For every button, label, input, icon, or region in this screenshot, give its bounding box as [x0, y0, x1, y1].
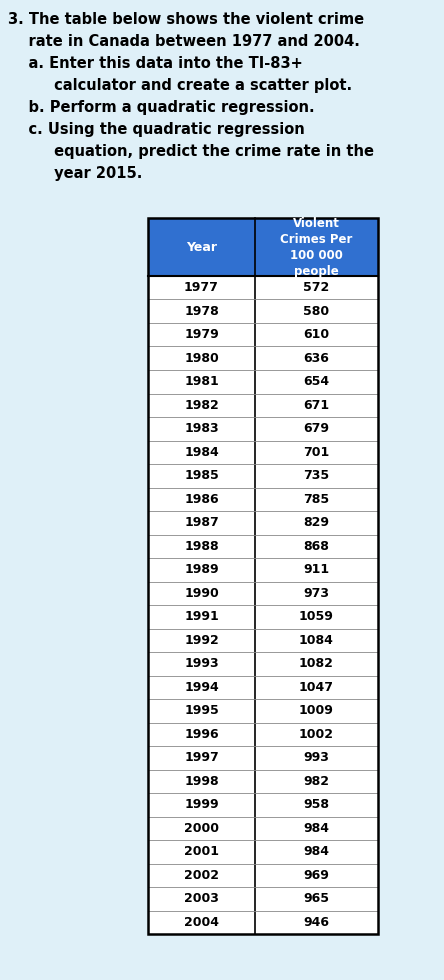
Text: 654: 654 — [303, 375, 329, 388]
Bar — [148, 487, 378, 511]
Bar — [148, 394, 378, 417]
Text: 701: 701 — [303, 446, 329, 459]
Text: b. Perform a quadratic regression.: b. Perform a quadratic regression. — [8, 100, 315, 115]
Bar — [148, 581, 378, 605]
Bar — [148, 511, 378, 534]
Text: 973: 973 — [304, 587, 329, 600]
Bar — [148, 300, 378, 323]
Text: 580: 580 — [303, 305, 329, 318]
Text: 969: 969 — [304, 868, 329, 882]
Text: 1980: 1980 — [184, 352, 219, 365]
Text: 1982: 1982 — [184, 399, 219, 412]
Text: c. Using the quadratic regression: c. Using the quadratic regression — [8, 122, 305, 137]
Bar — [148, 534, 378, 558]
Text: 2002: 2002 — [184, 868, 219, 882]
Bar — [148, 218, 378, 934]
Text: 946: 946 — [304, 915, 329, 929]
Text: 1084: 1084 — [299, 634, 334, 647]
Text: 785: 785 — [303, 493, 329, 506]
Bar — [148, 793, 378, 816]
Text: calculator and create a scatter plot.: calculator and create a scatter plot. — [8, 78, 352, 93]
Text: 911: 911 — [303, 564, 329, 576]
Text: 610: 610 — [303, 328, 329, 341]
Bar — [148, 699, 378, 722]
Text: a. Enter this data into the TI-83+: a. Enter this data into the TI-83+ — [8, 56, 303, 71]
Bar — [148, 746, 378, 769]
Text: Year: Year — [186, 240, 217, 254]
Text: 993: 993 — [304, 752, 329, 764]
Text: 1997: 1997 — [184, 752, 219, 764]
Text: 2000: 2000 — [184, 822, 219, 835]
Bar — [148, 722, 378, 746]
Text: Violent
Crimes Per
100 000
people: Violent Crimes Per 100 000 people — [280, 217, 353, 277]
Text: 1981: 1981 — [184, 375, 219, 388]
Bar — [148, 863, 378, 887]
Text: year 2015.: year 2015. — [8, 166, 143, 181]
Text: 1979: 1979 — [184, 328, 219, 341]
Text: 1987: 1987 — [184, 516, 219, 529]
Text: 1992: 1992 — [184, 634, 219, 647]
Text: 1978: 1978 — [184, 305, 219, 318]
Bar — [148, 816, 378, 840]
Text: 1082: 1082 — [299, 658, 334, 670]
Text: 1009: 1009 — [299, 705, 334, 717]
Bar — [148, 323, 378, 347]
Bar — [148, 276, 378, 300]
Text: 1986: 1986 — [184, 493, 219, 506]
Text: 1002: 1002 — [299, 728, 334, 741]
Bar — [148, 558, 378, 581]
Bar — [148, 887, 378, 910]
Text: 1990: 1990 — [184, 587, 219, 600]
Bar — [148, 370, 378, 394]
Text: equation, predict the crime rate in the: equation, predict the crime rate in the — [8, 144, 374, 159]
Text: 1988: 1988 — [184, 540, 219, 553]
Text: 1983: 1983 — [184, 422, 219, 435]
Bar — [148, 840, 378, 863]
Text: 1996: 1996 — [184, 728, 219, 741]
Text: 1984: 1984 — [184, 446, 219, 459]
Bar — [148, 605, 378, 628]
Text: 829: 829 — [304, 516, 329, 529]
Bar — [148, 769, 378, 793]
Text: 2003: 2003 — [184, 892, 219, 906]
Text: 1991: 1991 — [184, 611, 219, 623]
Bar — [148, 675, 378, 699]
Text: 679: 679 — [304, 422, 329, 435]
Text: 636: 636 — [304, 352, 329, 365]
Text: 1993: 1993 — [184, 658, 219, 670]
Text: 984: 984 — [304, 846, 329, 858]
Text: 984: 984 — [304, 822, 329, 835]
Text: 958: 958 — [304, 799, 329, 811]
Text: 3. The table below shows the violent crime: 3. The table below shows the violent cri… — [8, 12, 364, 27]
Bar — [148, 417, 378, 440]
Text: 1998: 1998 — [184, 775, 219, 788]
Text: 982: 982 — [304, 775, 329, 788]
Bar — [148, 628, 378, 652]
Text: 1994: 1994 — [184, 681, 219, 694]
Text: 671: 671 — [303, 399, 329, 412]
Bar — [148, 910, 378, 934]
Text: 1999: 1999 — [184, 799, 219, 811]
Bar — [148, 218, 378, 276]
Text: 965: 965 — [304, 892, 329, 906]
Text: 1047: 1047 — [299, 681, 334, 694]
Bar — [148, 652, 378, 675]
Bar — [148, 347, 378, 370]
Text: 868: 868 — [304, 540, 329, 553]
Text: 1059: 1059 — [299, 611, 334, 623]
Text: 1989: 1989 — [184, 564, 219, 576]
Text: 1977: 1977 — [184, 281, 219, 294]
Bar — [148, 464, 378, 487]
Text: rate in Canada between 1977 and 2004.: rate in Canada between 1977 and 2004. — [8, 34, 360, 49]
Text: 1995: 1995 — [184, 705, 219, 717]
Text: 2001: 2001 — [184, 846, 219, 858]
Bar — [148, 440, 378, 464]
Text: 572: 572 — [303, 281, 329, 294]
Text: 1985: 1985 — [184, 469, 219, 482]
Text: 2004: 2004 — [184, 915, 219, 929]
Text: 735: 735 — [303, 469, 329, 482]
